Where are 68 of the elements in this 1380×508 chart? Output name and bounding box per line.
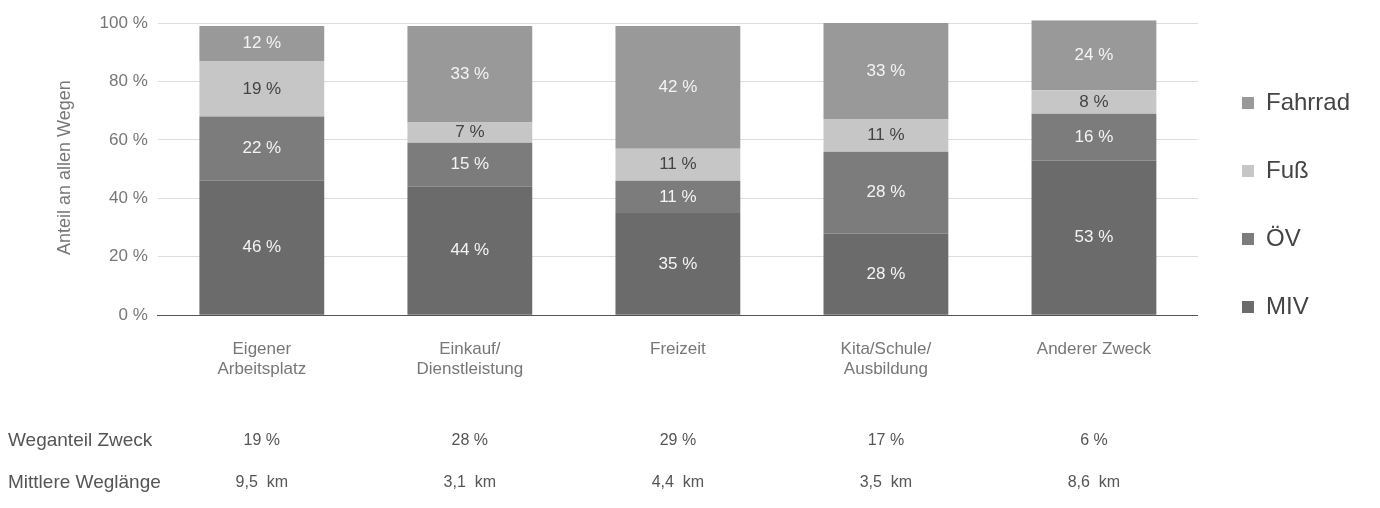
data-label: 12 % — [242, 33, 282, 53]
bar — [407, 186, 533, 315]
x-tick-label: Freizeit — [650, 339, 707, 359]
bar — [823, 233, 949, 315]
bar — [1031, 90, 1157, 114]
text: 6 % — [1080, 431, 1108, 449]
data-label: 11 % — [659, 154, 697, 174]
data-label: 53 % — [1074, 227, 1114, 247]
text: 4,4 km — [651, 473, 705, 491]
data-label: 7 % — [455, 122, 485, 142]
text: 29 % — [659, 431, 697, 449]
bar — [407, 26, 533, 123]
bar — [823, 23, 949, 120]
text: 3,1 km — [443, 473, 497, 491]
bar — [615, 26, 741, 149]
data-label: 22 % — [242, 138, 282, 158]
y-tick-label: 20 % — [109, 246, 148, 266]
text: 8,6 km — [1067, 473, 1121, 491]
bar — [823, 151, 949, 234]
y-tick-label: 60 % — [109, 129, 148, 149]
data-label: 11 % — [867, 125, 905, 145]
legend-label: MIV — [1265, 291, 1309, 319]
bar — [199, 180, 325, 315]
x-tick-label: Anderer Zweck — [1036, 339, 1152, 359]
data-label: 33 % — [450, 63, 490, 83]
x-tick-label: Kita/Schule/ Ausbildung — [840, 339, 932, 379]
data-label: 28 % — [866, 263, 906, 283]
bar — [199, 26, 325, 62]
legend-label: ÖV — [1265, 223, 1301, 251]
text: 19 % — [243, 431, 281, 449]
bar — [615, 212, 741, 315]
legend-label: Fuß — [1265, 155, 1309, 183]
y-tick-label: 80 % — [109, 71, 148, 91]
bar — [1031, 113, 1157, 161]
data-label: 42 % — [658, 77, 698, 97]
text: Mittlere Weglänge — [8, 471, 161, 493]
text: 17 % — [867, 431, 905, 449]
text: 3,5 km — [859, 473, 913, 491]
bar — [199, 116, 325, 181]
data-label: 8 % — [1079, 91, 1109, 111]
bar — [615, 148, 741, 181]
bar — [199, 61, 325, 117]
data-label: 15 % — [450, 154, 490, 174]
bar — [1031, 160, 1157, 315]
text: Weganteil Zweck — [8, 429, 153, 451]
text: 28 % — [451, 431, 489, 449]
y-axis-title: Anteil an allen Wegen — [53, 80, 74, 256]
legend-label: Fahrrad — [1265, 87, 1351, 115]
data-label: 16 % — [1074, 126, 1114, 146]
x-tick-label: Eigener Arbeitsplatz — [217, 339, 307, 379]
y-tick-label: 0 % — [118, 304, 148, 324]
data-label: 35 % — [658, 253, 698, 273]
data-label: 11 % — [659, 186, 697, 206]
data-label: 44 % — [450, 240, 490, 260]
data-label: 24 % — [1074, 44, 1114, 64]
bar — [823, 119, 949, 152]
data-label: 28 % — [866, 182, 906, 202]
bar — [407, 122, 533, 143]
text: 9,5 km — [235, 473, 289, 491]
y-tick-label: 100 % — [99, 12, 148, 32]
bar — [407, 142, 533, 187]
x-tick-label: Einkauf/ Dienstleistung — [416, 339, 524, 379]
bar — [1031, 20, 1157, 91]
y-tick-label: 40 % — [109, 188, 148, 208]
data-label: 33 % — [866, 61, 906, 80]
data-label: 19 % — [242, 78, 282, 98]
bar — [615, 180, 741, 213]
data-label: 46 % — [242, 237, 282, 257]
